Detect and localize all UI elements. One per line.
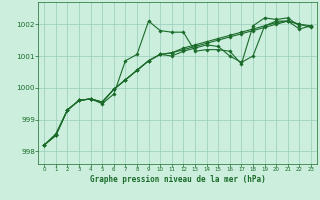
X-axis label: Graphe pression niveau de la mer (hPa): Graphe pression niveau de la mer (hPa) [90,175,266,184]
